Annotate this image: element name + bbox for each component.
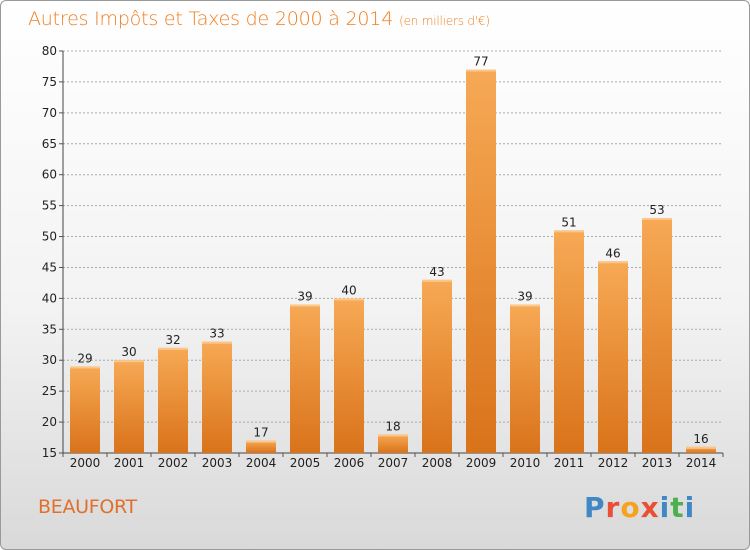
bar-2004 xyxy=(246,440,276,453)
data-label-2002: 32 xyxy=(165,333,180,347)
bar-highlight-2001 xyxy=(114,360,144,363)
y-tick-label: 40 xyxy=(42,291,57,305)
bar-highlight-2012 xyxy=(598,261,628,264)
y-tick-label: 80 xyxy=(42,44,57,58)
commune-name: BEAUFORT xyxy=(38,496,137,518)
logo-letter: i xyxy=(659,491,671,524)
bar-highlight-2013 xyxy=(642,217,672,220)
bar-2010 xyxy=(510,304,540,453)
chart-title-text: Autres Impôts et Taxes de 2000 à 2014 xyxy=(28,8,394,30)
y-tick-label: 50 xyxy=(42,230,57,244)
bar-highlight-2008 xyxy=(422,279,452,282)
bar-highlight-2010 xyxy=(510,304,540,307)
y-tick-label: 15 xyxy=(42,446,57,460)
y-tick-label: 75 xyxy=(42,75,57,89)
data-label-2006: 40 xyxy=(341,283,356,297)
logo-letter: x xyxy=(640,491,660,524)
y-tick-label: 70 xyxy=(42,106,57,120)
bar-2011 xyxy=(554,230,584,453)
bar-2001 xyxy=(114,360,144,453)
bar-highlight-2002 xyxy=(158,347,188,350)
bar-highlight-2000 xyxy=(70,366,100,369)
bar-2002 xyxy=(158,347,188,453)
data-label-2010: 39 xyxy=(517,290,532,304)
bar-2000 xyxy=(70,366,100,453)
bar-highlight-2006 xyxy=(334,298,364,301)
bar-highlight-2007 xyxy=(378,434,408,437)
y-tick-label: 60 xyxy=(42,168,57,182)
data-label-2003: 33 xyxy=(209,327,224,341)
x-tick-label-2002: 2002 xyxy=(158,456,189,470)
data-label-2007: 18 xyxy=(385,419,400,433)
data-label-2008: 43 xyxy=(429,265,444,279)
y-tick-label: 25 xyxy=(42,384,57,398)
data-label-2012: 46 xyxy=(605,246,620,260)
bar-2006 xyxy=(334,298,364,453)
bar-highlight-2011 xyxy=(554,230,584,233)
x-tick-label-2014: 2014 xyxy=(686,456,717,470)
bar-2008 xyxy=(422,279,452,453)
bar-2005 xyxy=(290,304,320,453)
x-tick-label-2010: 2010 xyxy=(510,456,541,470)
bar-highlight-2003 xyxy=(202,341,232,344)
y-tick-label: 20 xyxy=(42,415,57,429)
bar-2003 xyxy=(202,341,232,453)
data-label-2004: 17 xyxy=(253,426,268,440)
y-tick-label: 35 xyxy=(42,322,57,336)
bar-2013 xyxy=(642,217,672,453)
bar-highlight-2004 xyxy=(246,440,276,443)
chart-title: Autres Impôts et Taxes de 2000 à 2014 (en… xyxy=(28,8,490,30)
bar-2012 xyxy=(598,261,628,453)
logo-letter: P xyxy=(584,491,606,524)
y-tick-label: 65 xyxy=(42,137,57,151)
y-tick-label: 55 xyxy=(42,199,57,213)
data-label-2014: 16 xyxy=(693,432,708,446)
x-tick-label-2011: 2011 xyxy=(554,456,585,470)
bar-2007 xyxy=(378,434,408,453)
data-label-2001: 30 xyxy=(121,345,136,359)
x-tick-label-2001: 2001 xyxy=(114,456,145,470)
chart-unit: (en milliers d'€) xyxy=(399,14,490,28)
bar-highlight-2009 xyxy=(466,69,496,72)
bar-2014 xyxy=(686,446,716,453)
logo-letter: r xyxy=(605,491,621,524)
data-label-2009: 77 xyxy=(473,55,488,69)
data-label-2005: 39 xyxy=(297,290,312,304)
x-tick-label-2005: 2005 xyxy=(290,456,321,470)
x-tick-label-2012: 2012 xyxy=(598,456,629,470)
y-tick-label: 45 xyxy=(42,260,57,274)
bar-highlight-2005 xyxy=(290,304,320,307)
x-tick-label-2003: 2003 xyxy=(202,456,233,470)
logo-letter: i xyxy=(684,491,696,524)
y-tick-label: 30 xyxy=(42,353,57,367)
bar-2009 xyxy=(466,69,496,454)
logo-letter: o xyxy=(620,491,641,524)
x-tick-label-2004: 2004 xyxy=(246,456,277,470)
data-label-2013: 53 xyxy=(649,203,664,217)
logo-letter: t xyxy=(670,491,685,524)
data-label-2000: 29 xyxy=(77,351,92,365)
data-label-2011: 51 xyxy=(561,215,576,229)
x-tick-label-2009: 2009 xyxy=(466,456,497,470)
x-tick-label-2008: 2008 xyxy=(422,456,453,470)
x-tick-label-2000: 2000 xyxy=(70,456,101,470)
x-tick-label-2006: 2006 xyxy=(334,456,365,470)
bar-highlight-2014 xyxy=(686,446,716,449)
x-tick-label-2007: 2007 xyxy=(378,456,409,470)
proxiti-logo: Proxiti xyxy=(584,491,695,524)
x-tick-label-2013: 2013 xyxy=(642,456,673,470)
